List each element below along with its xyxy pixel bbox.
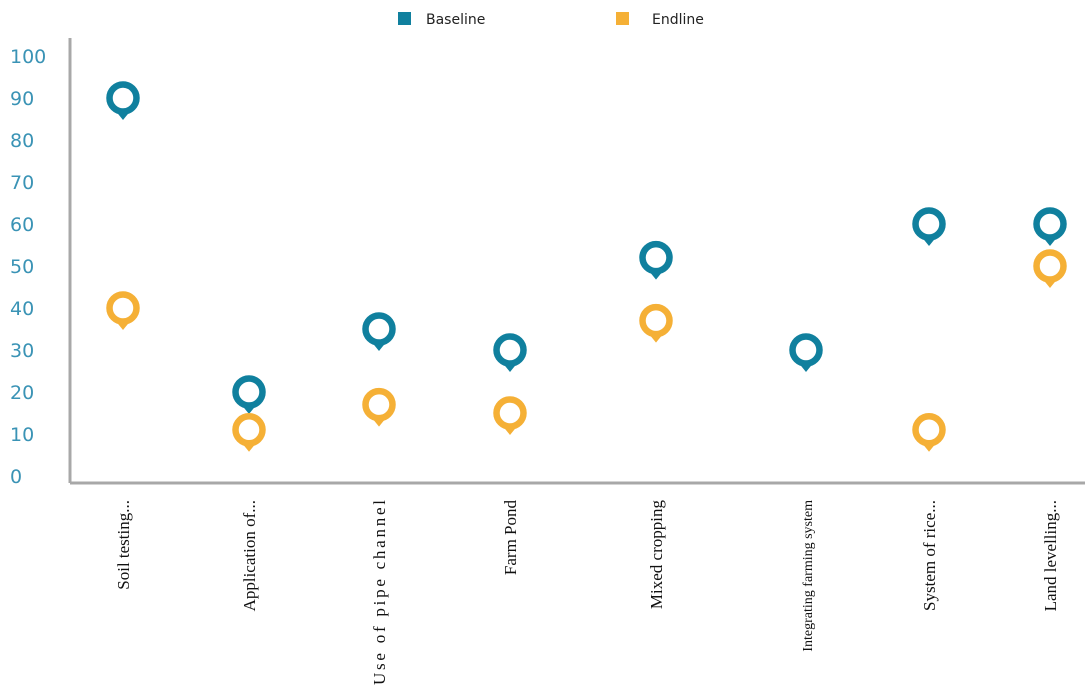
y-tick-label-100: 100	[10, 46, 46, 68]
y-tick-labels: 0 10 20 30 40 50 60 70 80 90 100	[10, 46, 46, 488]
marker-baseline-8	[1033, 207, 1067, 246]
marker-endline-4	[493, 396, 527, 435]
category-label-6: Integrating farming system	[801, 500, 816, 652]
marker-baseline-7	[912, 207, 946, 246]
marker-baseline-1	[106, 81, 140, 120]
marker-baseline-6	[789, 333, 823, 372]
y-tick-label-20: 20	[10, 382, 34, 404]
category-label-7: System of rice...	[920, 500, 939, 611]
legend-label-baseline: Baseline	[426, 12, 485, 28]
y-tick-label-0: 0	[10, 466, 22, 488]
marker-endline-8	[1033, 249, 1067, 288]
legend-label-endline: Endline	[652, 12, 704, 28]
y-tick-label-90: 90	[10, 88, 34, 110]
category-label-3: Use of pipe channel	[370, 500, 389, 685]
y-tick-label-60: 60	[10, 214, 34, 236]
marker-endline-5	[639, 303, 673, 343]
y-tick-label-10: 10	[10, 424, 34, 446]
y-tick-label-80: 80	[10, 130, 34, 152]
marker-endline-2	[232, 413, 266, 452]
marker-endline-1	[106, 291, 140, 330]
marker-baseline-2	[232, 375, 266, 414]
marker-endline-3	[362, 387, 396, 427]
legend: Baseline Endline	[398, 12, 704, 28]
y-tick-label-30: 30	[10, 340, 34, 362]
category-label-2: Application of...	[240, 500, 259, 611]
legend-swatch-endline	[616, 12, 629, 25]
category-label-8: Land levelling...	[1041, 500, 1060, 611]
data-markers	[106, 81, 1067, 452]
marker-baseline-5	[639, 240, 673, 280]
category-label-4: Farm Pond	[501, 500, 520, 576]
y-tick-label-50: 50	[10, 256, 34, 278]
marker-baseline-4	[493, 333, 527, 372]
category-labels: Soil testing... Application of... Use of p…	[114, 500, 1060, 685]
marker-baseline-3	[362, 312, 396, 351]
marker-endline-7	[912, 413, 946, 452]
y-tick-label-40: 40	[10, 298, 34, 320]
category-label-1: Soil testing...	[114, 500, 133, 590]
y-tick-label-70: 70	[10, 172, 34, 194]
legend-swatch-baseline	[398, 12, 411, 25]
category-label-5: Mixed cropping	[647, 500, 666, 610]
